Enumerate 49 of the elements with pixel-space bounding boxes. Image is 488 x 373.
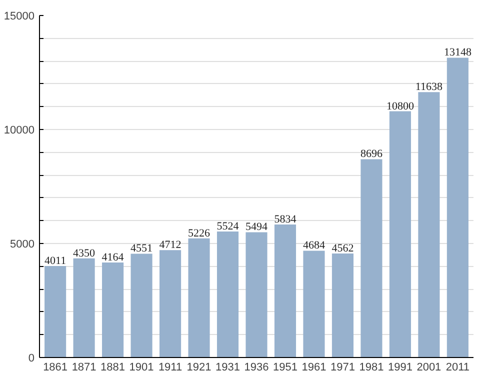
data-label: 11638 <box>415 81 443 94</box>
x-tick-label: 1921 <box>186 362 212 373</box>
y-tick-label: 15000 <box>4 10 35 22</box>
x-tick-label: 1901 <box>129 362 154 373</box>
x-tick-label: 1881 <box>100 362 126 373</box>
data-label: 4551 <box>130 242 153 255</box>
data-label: 5524 <box>216 220 240 233</box>
y-tick-label: 0 <box>28 352 35 364</box>
data-label: 5834 <box>274 213 297 226</box>
bar <box>216 232 239 358</box>
bar <box>418 92 440 358</box>
data-label: 5494 <box>246 221 268 234</box>
bar <box>130 254 152 358</box>
bar <box>303 250 325 358</box>
x-tick-label: 1961 <box>302 362 326 373</box>
bar <box>332 253 354 358</box>
bar <box>446 58 468 358</box>
data-label: 8696 <box>360 148 383 160</box>
bar <box>159 250 182 358</box>
data-label: 5226 <box>188 227 211 240</box>
data-label: 10800 <box>386 100 414 112</box>
y-tick-label: 5000 <box>10 238 35 250</box>
data-label: 4712 <box>159 239 182 252</box>
data-label: 13148 <box>444 46 472 59</box>
bar <box>188 238 210 358</box>
bar <box>44 266 66 358</box>
data-label: 4684 <box>302 240 326 252</box>
x-tick-label: 1936 <box>244 362 269 373</box>
bar <box>102 262 124 358</box>
data-label: 4562 <box>332 242 354 254</box>
data-label: 4011 <box>44 255 66 268</box>
x-tick-label: 2011 <box>446 362 470 373</box>
x-tick-label: 1861 <box>43 362 68 373</box>
data-label: 4164 <box>102 252 124 264</box>
x-tick-label: 1871 <box>72 362 96 373</box>
x-tick-label: 1981 <box>359 362 384 373</box>
bar <box>274 224 296 358</box>
x-tick-label: 1951 <box>273 362 298 373</box>
x-tick-label: 1931 <box>216 362 240 373</box>
x-tick-label: 1991 <box>388 362 412 373</box>
bar <box>246 232 268 358</box>
bar <box>360 159 382 358</box>
data-label: 4350 <box>73 247 96 260</box>
y-tick-label: 10000 <box>4 124 35 136</box>
x-tick-label: 1971 <box>330 362 355 373</box>
bar <box>389 111 411 358</box>
x-tick-label: 2001 <box>416 362 442 373</box>
bar <box>73 258 95 358</box>
x-tick-label: 1911 <box>158 362 182 373</box>
